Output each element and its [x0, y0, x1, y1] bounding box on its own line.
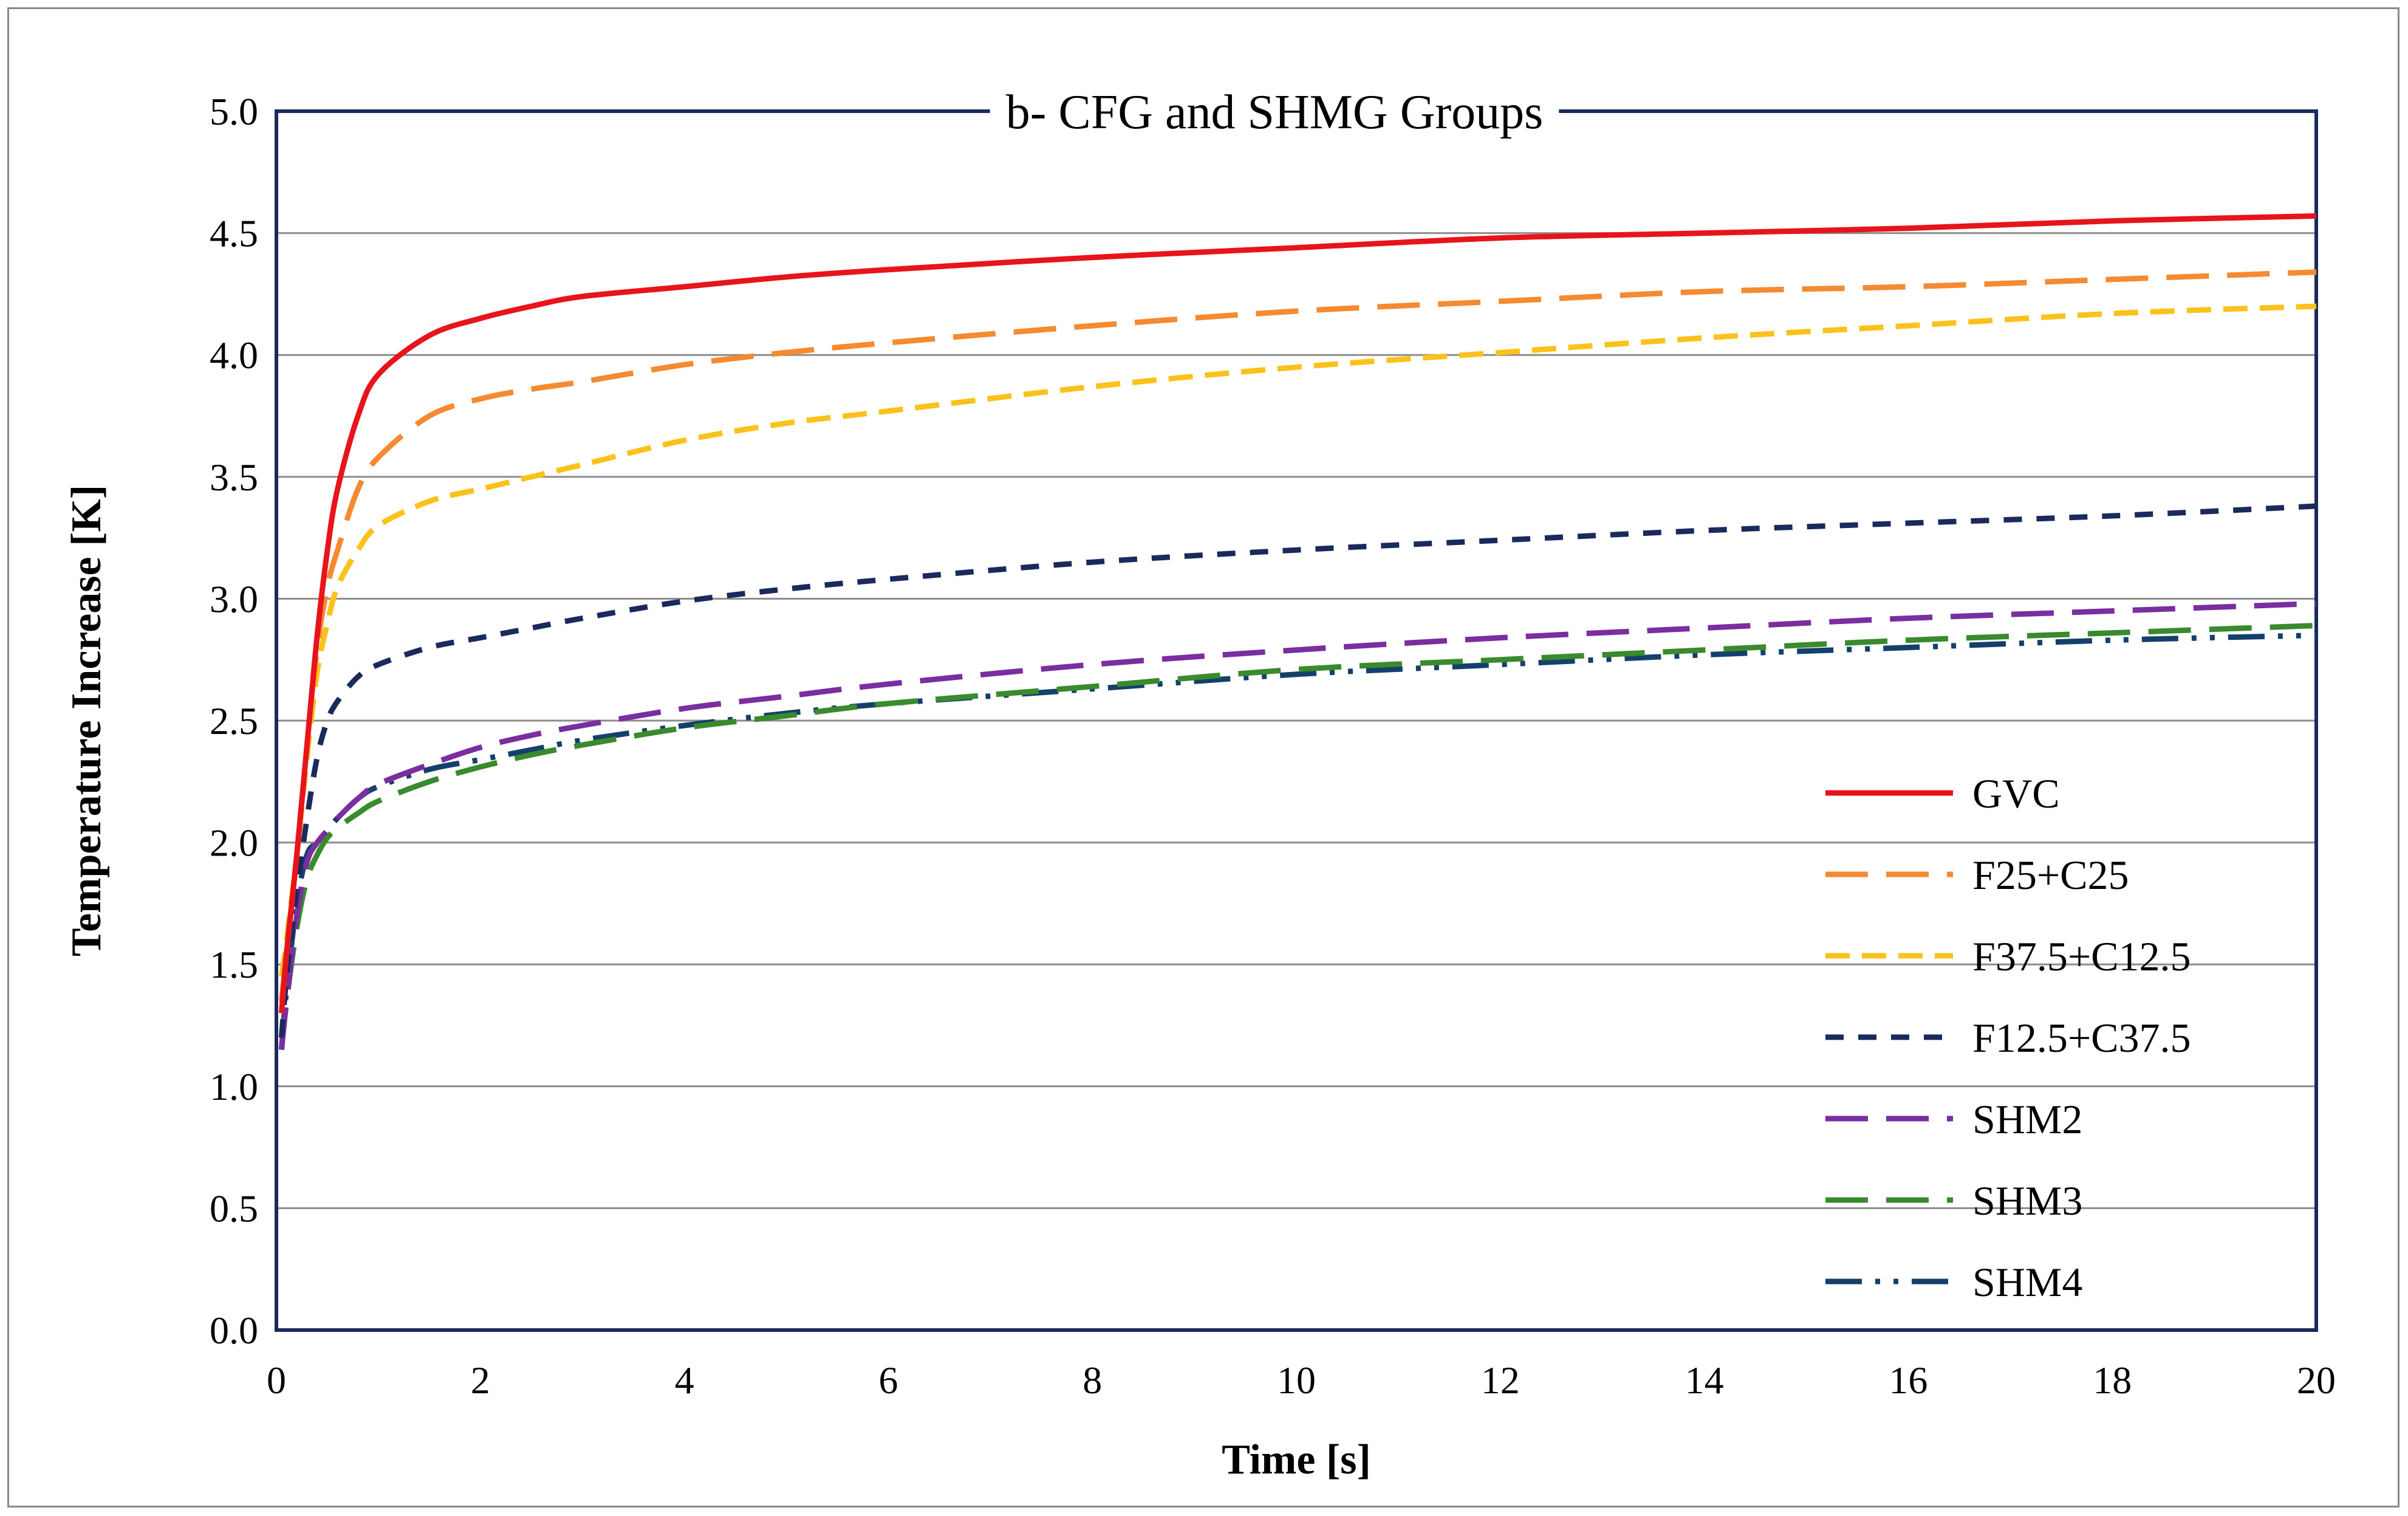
x-tick-label: 4 [675, 1359, 694, 1402]
y-axis-ticks: 0.0 0.5 1.0 1.5 2.0 2.5 3.0 3.5 4.0 4.5 5.0 [210, 90, 258, 1352]
x-tick-label: 8 [1083, 1359, 1102, 1402]
x-tick-label: 0 [267, 1359, 286, 1402]
series-line-shm2 [278, 600, 2317, 1051]
x-tick-label: 20 [2297, 1359, 2336, 1402]
gridlines [276, 232, 2316, 1209]
chart-title: b- CFG and SHMG Groups [1006, 86, 1544, 139]
x-tick-label: 18 [2093, 1359, 2132, 1402]
y-tick-label: 2.0 [210, 821, 258, 865]
x-axis-title: Time [s] [1222, 1436, 1371, 1483]
y-tick-label: 0.0 [210, 1309, 258, 1352]
x-tick-label: 14 [1685, 1359, 1724, 1402]
series-line-f25-c25 [278, 269, 2317, 1001]
legend-label: F25+C25 [1972, 852, 2129, 898]
y-tick-label: 1.5 [210, 943, 258, 986]
x-tick-label: 6 [878, 1359, 898, 1402]
x-tick-label: 10 [1277, 1359, 1316, 1402]
series-lines [278, 213, 2317, 1051]
title-background [990, 81, 1559, 144]
y-tick-label: 4.0 [210, 334, 258, 377]
legend-label: SHM3 [1972, 1178, 2082, 1224]
y-tick-label: 5.0 [210, 90, 258, 133]
series-line-gvc [278, 213, 2317, 1014]
y-tick-label: 3.0 [210, 577, 258, 620]
legend-label: SHM4 [1972, 1259, 2082, 1305]
x-tick-label: 16 [1889, 1359, 1927, 1402]
legend-label: GVC [1972, 770, 2060, 817]
y-tick-label: 0.5 [210, 1187, 258, 1230]
legend-label: F12.5+C37.5 [1972, 1015, 2191, 1061]
y-tick-label: 1.0 [210, 1065, 258, 1108]
legend-label: SHM2 [1972, 1096, 2082, 1142]
y-tick-label: 2.5 [210, 699, 258, 743]
x-tick-label: 12 [1481, 1359, 1520, 1402]
chart-frame: 0.0 0.5 1.0 1.5 2.0 2.5 3.0 3.5 4.0 4.5 5.0 0 2 4 6 8 1… [7, 7, 2399, 1507]
x-tick-label: 2 [471, 1359, 490, 1402]
x-axis-ticks: 0 2 4 6 8 10 12 14 16 18 20 [267, 1359, 2336, 1402]
y-tick-label: 3.5 [210, 456, 258, 499]
series-line-f37-5-c12-5 [278, 303, 2317, 977]
series-line-shm3 [278, 623, 2317, 1051]
legend-label: F37.5+C12.5 [1972, 933, 2191, 979]
line-chart: 0.0 0.5 1.0 1.5 2.0 2.5 3.0 3.5 4.0 4.5 5.0 0 2 4 6 8 1… [63, 81, 2336, 1483]
legend: GVC F25+C25 F37.5+C12.5 F12.5+C37.5 SHM2 SHM3… [1825, 770, 2191, 1305]
y-axis-title: Temperature Increase [K] [63, 485, 110, 956]
y-tick-label: 4.5 [210, 212, 258, 255]
